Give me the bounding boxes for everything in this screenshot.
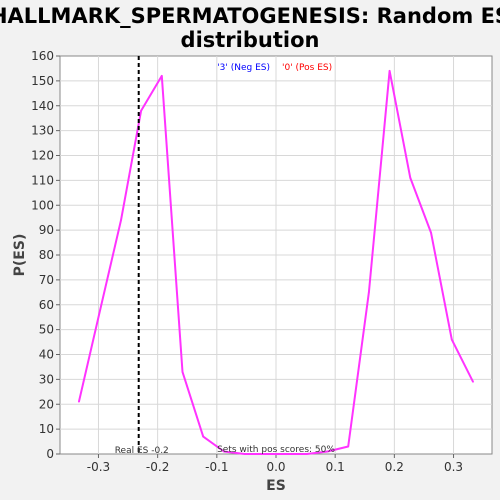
data-point	[472, 381, 474, 383]
data-point	[140, 109, 142, 112]
y-tick-label: 110	[31, 173, 54, 187]
x-axis-ticks: -0.3 -0.2 -0.1 0.0 0.1 0.2 0.3	[87, 454, 463, 474]
y-tick-label: 90	[39, 223, 54, 237]
data-point	[243, 453, 246, 455]
x-tick-label: 0.0	[266, 460, 285, 474]
y-tick-label: 20	[39, 397, 54, 411]
data-point	[99, 308, 102, 311]
legend-pos-es: '0' (Pos ES)	[282, 63, 332, 73]
y-tick-label: 30	[39, 372, 54, 386]
y-tick-label: 140	[31, 99, 54, 113]
y-tick-label: 130	[31, 124, 54, 138]
data-point	[368, 291, 370, 294]
data-point	[264, 453, 267, 455]
y-axis-ticks: 0 10 20 30 40 50 60 70 80 90 100 110 120 130 140 150 160	[31, 49, 60, 461]
chart-title-line1: HALLMARK_SPERMATOGENESIS: Random ES	[0, 4, 500, 28]
x-axis-label: ES	[266, 478, 286, 494]
x-tick-label: -0.1	[205, 460, 228, 474]
legend-neg-es: '3' (Neg ES)	[217, 63, 270, 73]
data-point	[430, 231, 432, 234]
data-point	[223, 450, 225, 453]
series-line	[77, 69, 474, 455]
y-tick-label: 100	[31, 198, 54, 212]
grid-lines	[60, 56, 492, 454]
x-tick-label: 0.1	[326, 460, 345, 474]
y-tick-label: 150	[31, 74, 54, 88]
x-tick-label: 0.2	[385, 460, 404, 474]
x-tick-label: -0.2	[146, 460, 169, 474]
data-point	[285, 453, 287, 455]
chart-title-line2: distribution	[181, 28, 320, 52]
real-es-label: Real ES -0.2	[115, 446, 169, 456]
y-tick-label: 80	[39, 248, 54, 262]
y-tick-label: 160	[31, 49, 54, 63]
x-tick-label: -0.3	[87, 460, 110, 474]
data-point	[202, 435, 205, 438]
data-point	[305, 453, 308, 455]
y-tick-label: 50	[39, 323, 54, 337]
series-layer	[77, 69, 474, 455]
data-point	[160, 75, 163, 77]
y-tick-label: 10	[39, 422, 54, 436]
y-tick-label: 70	[39, 273, 54, 287]
x-tick-label: 0.3	[444, 460, 463, 474]
y-tick-label: 40	[39, 348, 54, 362]
data-point	[120, 219, 122, 221]
data-point	[450, 338, 453, 341]
data-point	[347, 445, 349, 448]
data-point	[326, 450, 329, 453]
data-point	[388, 70, 391, 72]
y-axis-label: P(ES)	[12, 234, 28, 277]
y-tick-label: 120	[31, 149, 54, 163]
y-tick-label: 60	[39, 298, 54, 312]
data-point	[181, 371, 184, 373]
data-point	[409, 177, 412, 179]
y-tick-label: 0	[46, 447, 54, 461]
data-point	[78, 400, 80, 403]
pos-scores-annotation: Sets with pos scores: 50%	[217, 445, 335, 455]
